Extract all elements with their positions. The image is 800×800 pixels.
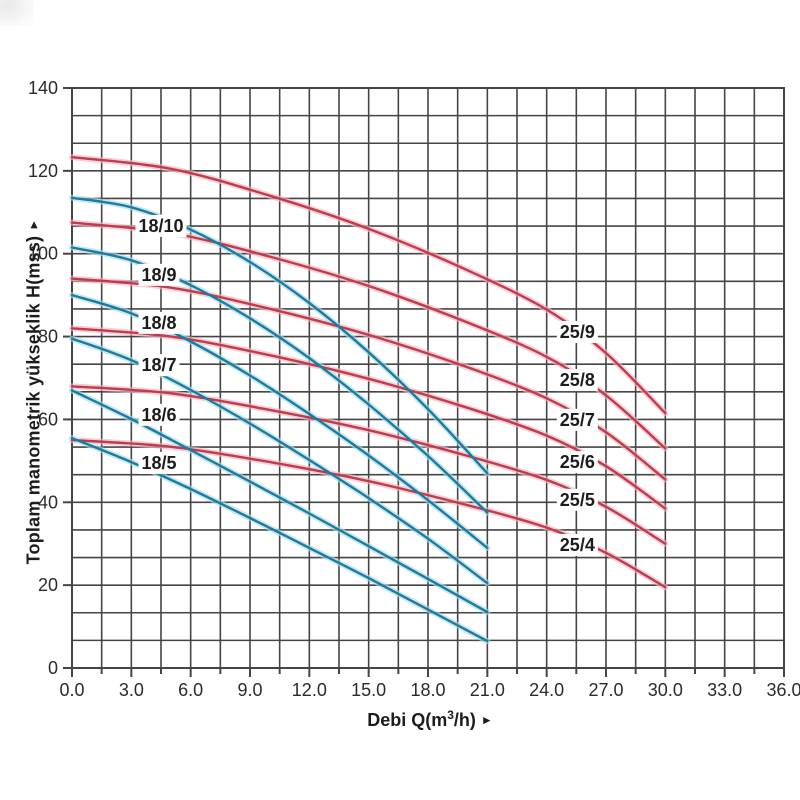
curve-label-bg (556, 321, 598, 344)
curve-label-25-4: 25/4 (556, 533, 598, 556)
curve-label-18-7: 18/7 (138, 354, 180, 377)
curve-label-25-8: 25/8 (556, 369, 598, 392)
curve-label-text: 25/9 (560, 322, 595, 342)
y-tick-label: 40 (38, 492, 58, 512)
curve-18-6 (70, 389, 489, 614)
superscript-3: 3 (447, 708, 454, 722)
y-tick-label: 100 (28, 244, 58, 264)
x-tick-label: 24.0 (529, 680, 564, 700)
curve-label-text: 25/6 (560, 452, 595, 472)
curve-label-25-6: 25/6 (556, 451, 598, 474)
curve-label-bg (556, 488, 598, 511)
y-tick-label: 0 (48, 658, 58, 678)
curve-label-text: 25/7 (560, 410, 595, 430)
y-tick-label: 20 (38, 575, 58, 595)
x-tick-label: 15.0 (351, 680, 386, 700)
curve-label-text: 18/6 (141, 405, 176, 425)
curve-label-text: 18/8 (141, 313, 176, 333)
curve-label-text: 18/10 (138, 216, 183, 236)
x-tick-label: 9.0 (237, 680, 262, 700)
curve-label-25-5: 25/5 (556, 488, 598, 511)
x-tick-label: 30.0 (648, 680, 683, 700)
curve-label-25-9: 25/9 (556, 321, 598, 344)
x-tick-label: 0.0 (59, 680, 84, 700)
curve-label-18-10: 18/10 (135, 214, 187, 237)
x-tick-label: 12.0 (292, 680, 327, 700)
x-tick-label: 27.0 (588, 680, 623, 700)
curve-label-bg (556, 408, 598, 431)
curve-label-bg (138, 263, 180, 286)
curve-label-bg (556, 369, 598, 392)
x-tick-label: 36.0 (766, 680, 800, 700)
curve-label-25-7: 25/7 (556, 408, 598, 431)
x-axis-title-text: Debi Q(m3/h) (367, 708, 476, 730)
x-tick-label: 21.0 (470, 680, 505, 700)
tick-labels: 0.0 3.0 6.0 9.0 12.0 15.0 18.0 21.0 24.0 27.0 30.0… (28, 78, 800, 700)
curve-label-bg (135, 214, 187, 237)
curve-label-bg (138, 354, 180, 377)
curve-label-text: 18/5 (141, 453, 176, 473)
x-axis-arrow-icon: ► (480, 713, 493, 727)
x-axis-title: Debi Q(m3/h) ► (280, 708, 580, 731)
curve-label-text: 25/4 (560, 535, 595, 555)
curve-label-18-9: 18/9 (138, 263, 180, 286)
y-tick-label: 80 (38, 327, 58, 347)
x-tick-label: 33.0 (707, 680, 742, 700)
y-axis-title: Toplam manometrik yükseklik H(mss) ► (24, 212, 45, 572)
curve-label-bg (138, 311, 180, 334)
curve-label-bg (556, 451, 598, 474)
curve-label-bg (138, 451, 180, 474)
y-tick-label: 140 (28, 78, 58, 98)
y-tick-label: 120 (28, 161, 58, 181)
curve-label-text: 25/5 (560, 490, 595, 510)
curve-label-18-8: 18/8 (138, 311, 180, 334)
x-tick-label: 3.0 (119, 680, 144, 700)
axis-ticks (63, 87, 785, 677)
curve-25-9 (70, 156, 667, 415)
curve-label-18-6: 18/6 (138, 403, 180, 426)
x-tick-label: 6.0 (178, 680, 203, 700)
curve-label-bg (556, 533, 598, 556)
curve-label-text: 25/8 (560, 370, 595, 390)
y-tick-label: 60 (38, 409, 58, 429)
curve-label-bg (138, 403, 180, 426)
curve-label-18-5: 18/5 (138, 451, 180, 474)
x-tick-label: 18.0 (410, 680, 445, 700)
curve-label-text: 18/9 (141, 265, 176, 285)
y-axis-arrow-icon: ► (26, 218, 41, 231)
y-axis-title-text: Toplam manometrik yükseklik H(mss) (23, 235, 44, 565)
curve-18-10 (70, 196, 489, 475)
curve-label-text: 18/7 (141, 355, 176, 375)
curve-labels: 18/10 18/9 18/8 18/7 18/6 18/5 25/9 25/8 25/7 25/… (135, 214, 598, 556)
